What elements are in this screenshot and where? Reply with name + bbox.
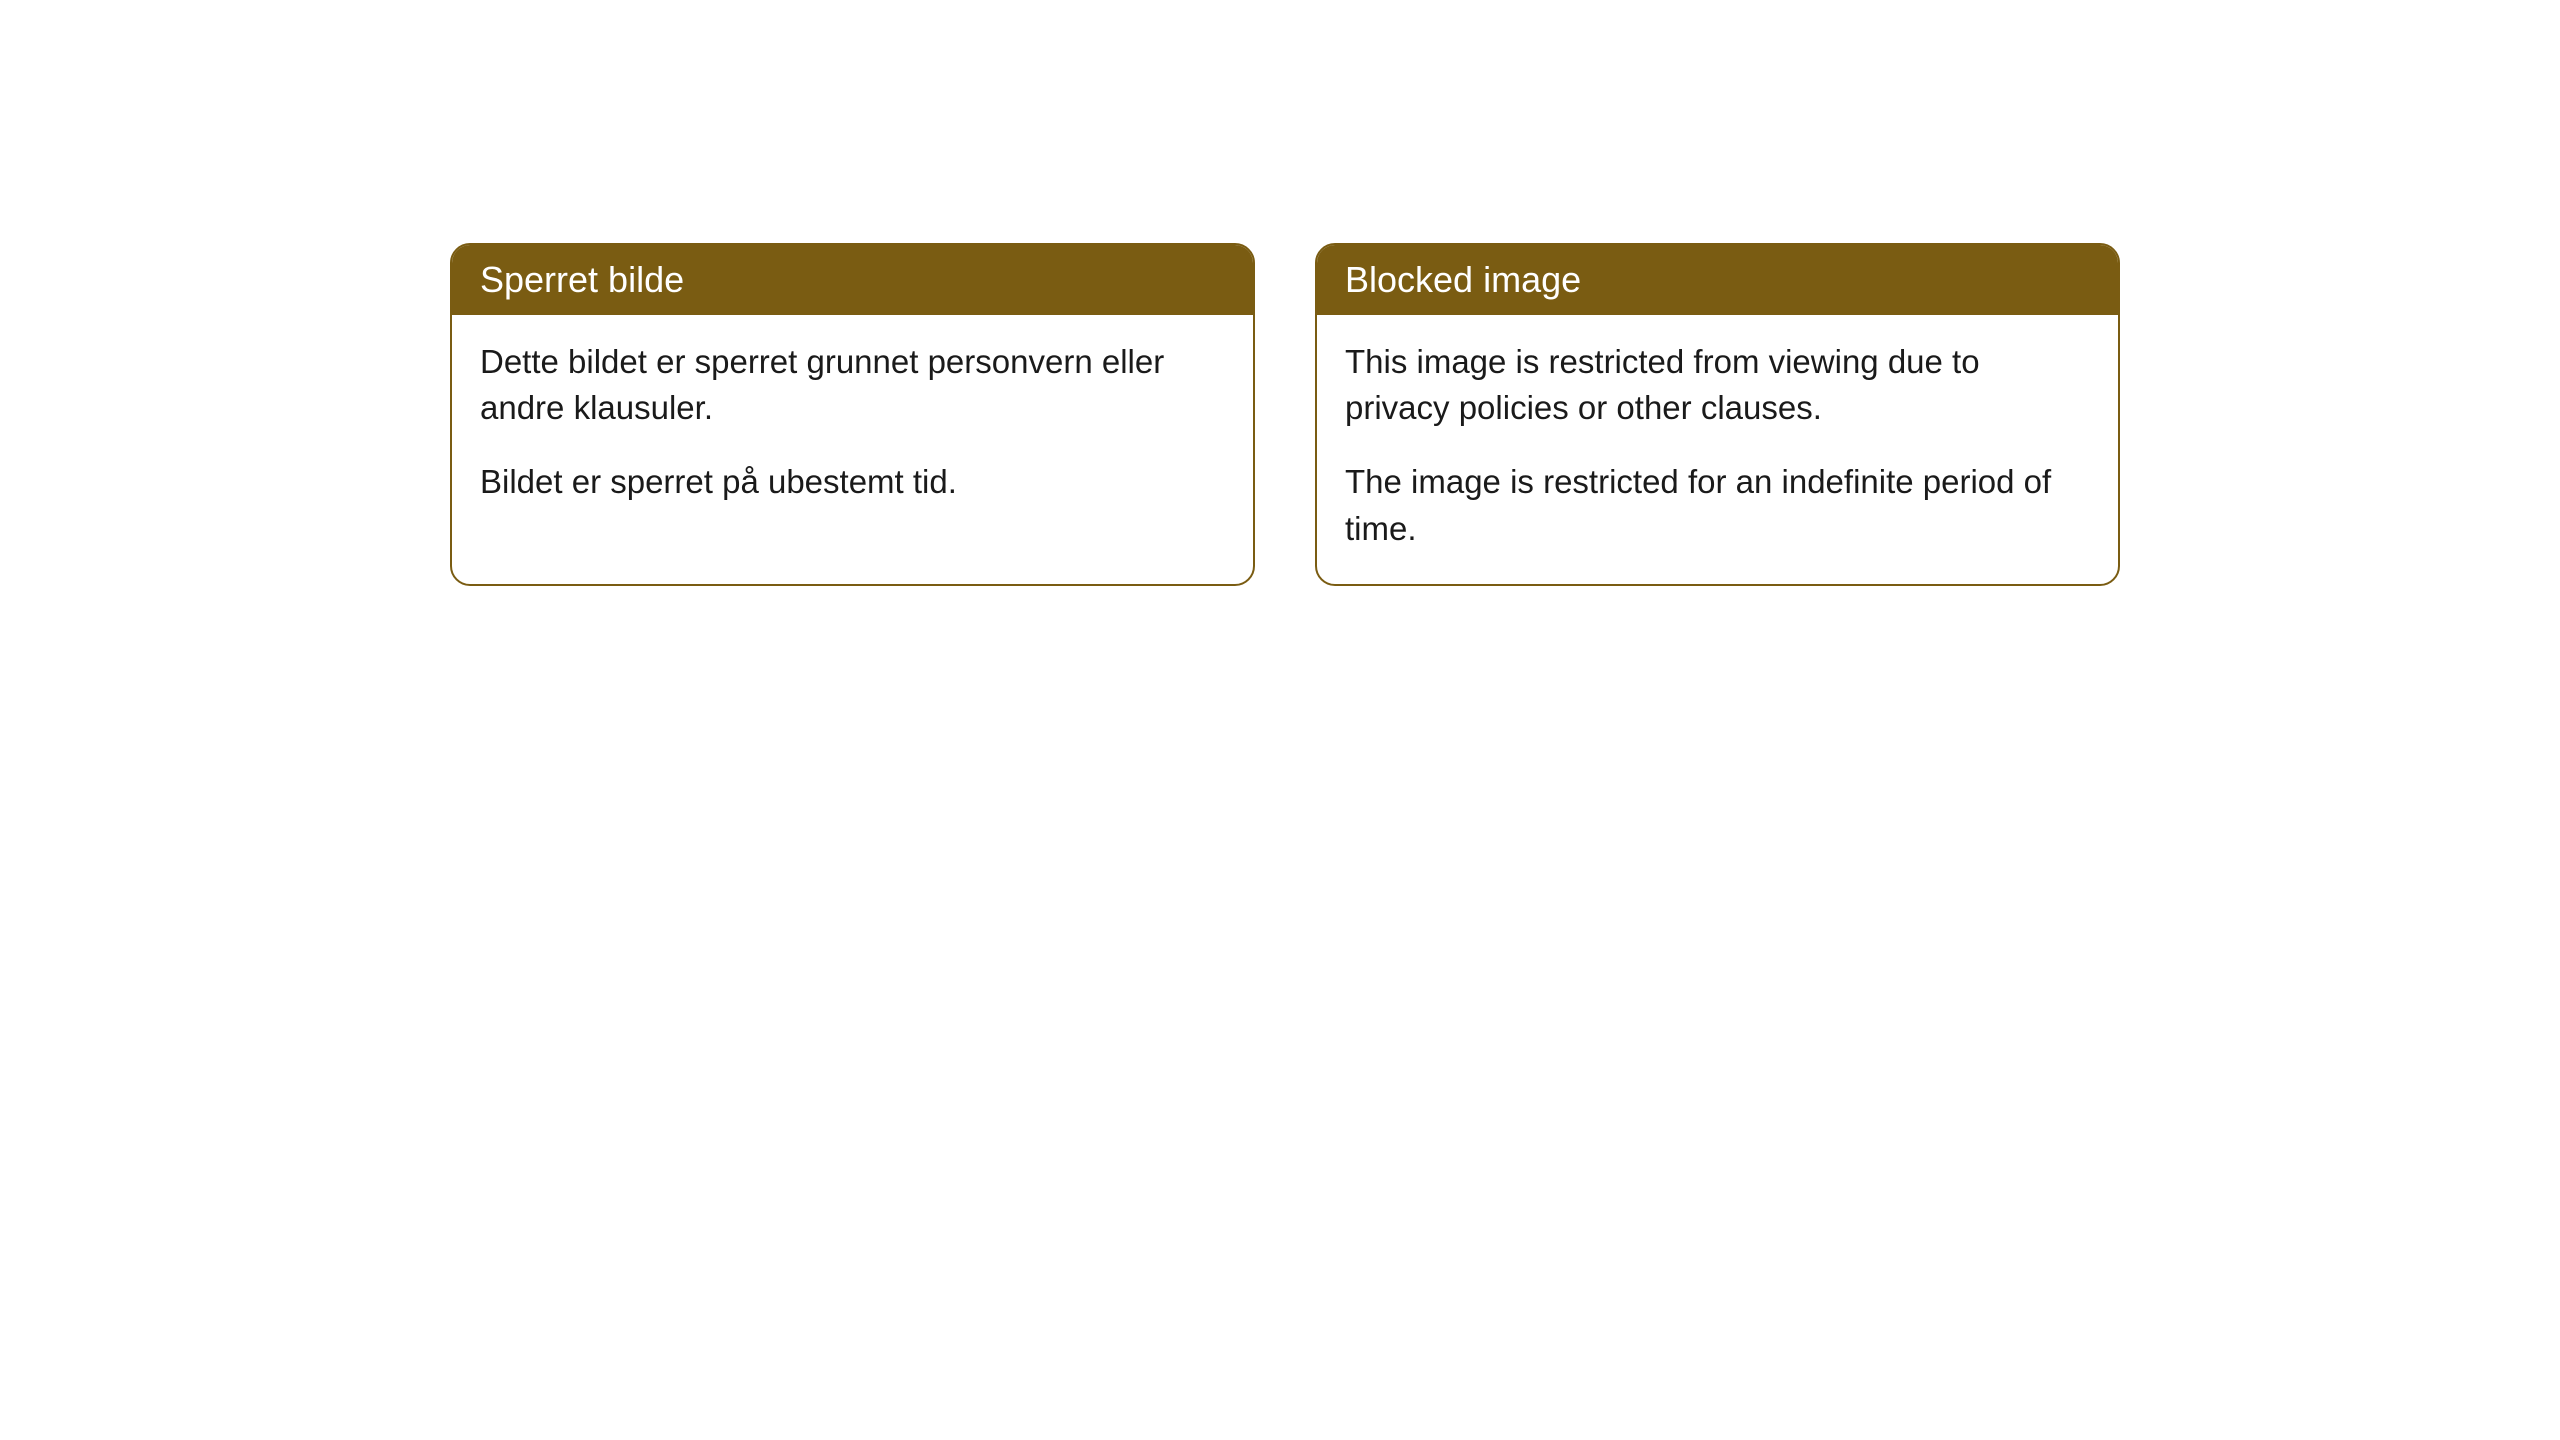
card-header-english: Blocked image (1317, 245, 2118, 315)
cards-container: Sperret bilde Dette bildet er sperret gr… (450, 243, 2120, 586)
card-paragraph-1-english: This image is restricted from viewing du… (1345, 339, 2090, 431)
card-body-norwegian: Dette bildet er sperret grunnet personve… (452, 315, 1253, 538)
card-body-english: This image is restricted from viewing du… (1317, 315, 2118, 584)
card-paragraph-1-norwegian: Dette bildet er sperret grunnet personve… (480, 339, 1225, 431)
card-header-norwegian: Sperret bilde (452, 245, 1253, 315)
card-paragraph-2-norwegian: Bildet er sperret på ubestemt tid. (480, 459, 1225, 505)
blocked-image-card-english: Blocked image This image is restricted f… (1315, 243, 2120, 586)
card-paragraph-2-english: The image is restricted for an indefinit… (1345, 459, 2090, 551)
blocked-image-card-norwegian: Sperret bilde Dette bildet er sperret gr… (450, 243, 1255, 586)
